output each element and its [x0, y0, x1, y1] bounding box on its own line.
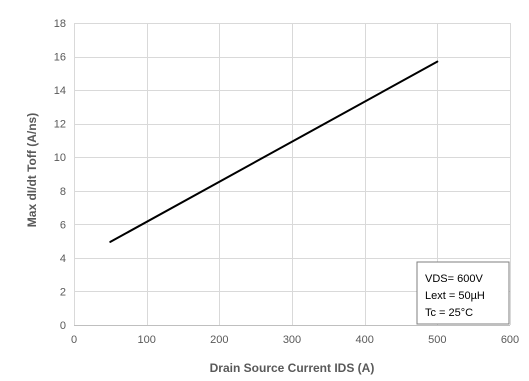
y-axis-title: Max dI/dt Toff (A/ns) — [25, 113, 39, 227]
annotation-line-2: Lext = 50µH — [425, 290, 485, 302]
series-line — [109, 60, 439, 243]
x-tick-label: 400 — [355, 334, 373, 346]
y-tick-label: 2 — [60, 286, 66, 298]
x-axis-title: Drain Source Current IDS (A) — [210, 361, 375, 375]
y-tick-label: 4 — [60, 253, 66, 265]
annotation-line-1: VDS= 600V — [425, 273, 483, 285]
grid-layer — [74, 23, 511, 325]
annotation-line-3: Tc = 25°C — [425, 307, 473, 319]
y-tick-label: 16 — [54, 52, 66, 64]
series-layer — [109, 60, 439, 243]
y-tick-label: 0 — [60, 320, 66, 332]
y-tick-label: 10 — [54, 152, 66, 164]
annotation-box — [416, 261, 510, 325]
y-tick-label: 8 — [60, 186, 66, 198]
x-tick-label: 100 — [137, 334, 155, 346]
y-tick-label: 18 — [54, 18, 66, 30]
conditions-annotation: VDS= 600V Lext = 50µH Tc = 25°C — [416, 261, 510, 325]
y-tick-label: 6 — [60, 219, 66, 231]
y-tick-label: 12 — [54, 119, 66, 131]
x-tick-label: 300 — [283, 334, 301, 346]
y-tick-label: 14 — [54, 85, 66, 97]
x-tick-label: 200 — [210, 334, 228, 346]
tick-labels: 0 2 4 6 8 10 12 14 16 18 0 100 200 300 400 500 600 — [54, 18, 519, 346]
x-tick-label: 500 — [428, 334, 446, 346]
x-tick-label: 0 — [71, 334, 77, 346]
x-tick-label: 600 — [501, 334, 519, 346]
